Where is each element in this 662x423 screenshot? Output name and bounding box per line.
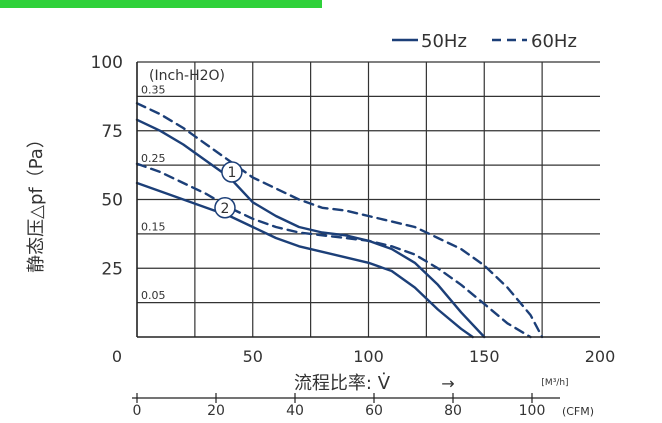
y-tick-label: 75	[101, 122, 123, 142]
x-tick-label: 50	[243, 347, 263, 366]
secondary-x-tick-label: 80	[444, 403, 462, 419]
curve-marker-label: 1	[227, 165, 236, 181]
legend-label-60hz: 60Hz	[531, 31, 577, 52]
axes-layer	[132, 62, 600, 403]
x-axis-title: 流程比率: V̇	[294, 373, 391, 394]
secondary-y-tick-label: 0.25	[141, 152, 166, 165]
legend-label-50hz: 50Hz	[421, 31, 467, 52]
secondary-x-tick-label: 40	[286, 403, 304, 419]
y-axis-title: 静态压△pf（Pa）	[26, 130, 47, 273]
y-tick-label: 50	[101, 191, 123, 211]
series-line-solid-2	[135, 181, 474, 339]
top-accent-bar	[0, 0, 322, 8]
curve-marker-circle	[221, 161, 243, 183]
x-tick-label: 150	[469, 347, 500, 366]
curve-marker-circle	[214, 197, 236, 219]
x-tick-label: 0	[112, 347, 122, 366]
curve-marker-label: 2	[221, 201, 230, 217]
secondary-x-tick-label: 20	[207, 403, 225, 419]
series-line-solid-1	[135, 118, 486, 339]
x-axis-unit: [M³/h]	[541, 378, 568, 388]
secondary-y-tick-label: 0.35	[141, 83, 166, 96]
x-tick-label: 100	[353, 347, 384, 366]
secondary-y-tick-label: 0.15	[141, 220, 166, 233]
x-tick-label: 200	[585, 347, 616, 366]
secondary-y-tick-label: 0.05	[141, 289, 166, 302]
series-line-dashed-1	[135, 102, 544, 339]
series-layer	[135, 38, 544, 339]
series-line-dashed-2	[135, 162, 532, 339]
secondary-x-tick-label: 0	[133, 403, 142, 419]
secondary-x-unit: (CFM)	[562, 405, 594, 418]
secondary-y-axis-title: (Inch-H2O)	[149, 68, 225, 84]
grid	[137, 61, 600, 337]
y-tick-label: 25	[101, 259, 123, 279]
secondary-x-tick-label: 60	[365, 403, 383, 419]
y-tick-label: 100	[91, 53, 123, 73]
secondary-x-tick-label: 100	[519, 403, 546, 419]
x-axis-arrow: →	[441, 374, 454, 393]
